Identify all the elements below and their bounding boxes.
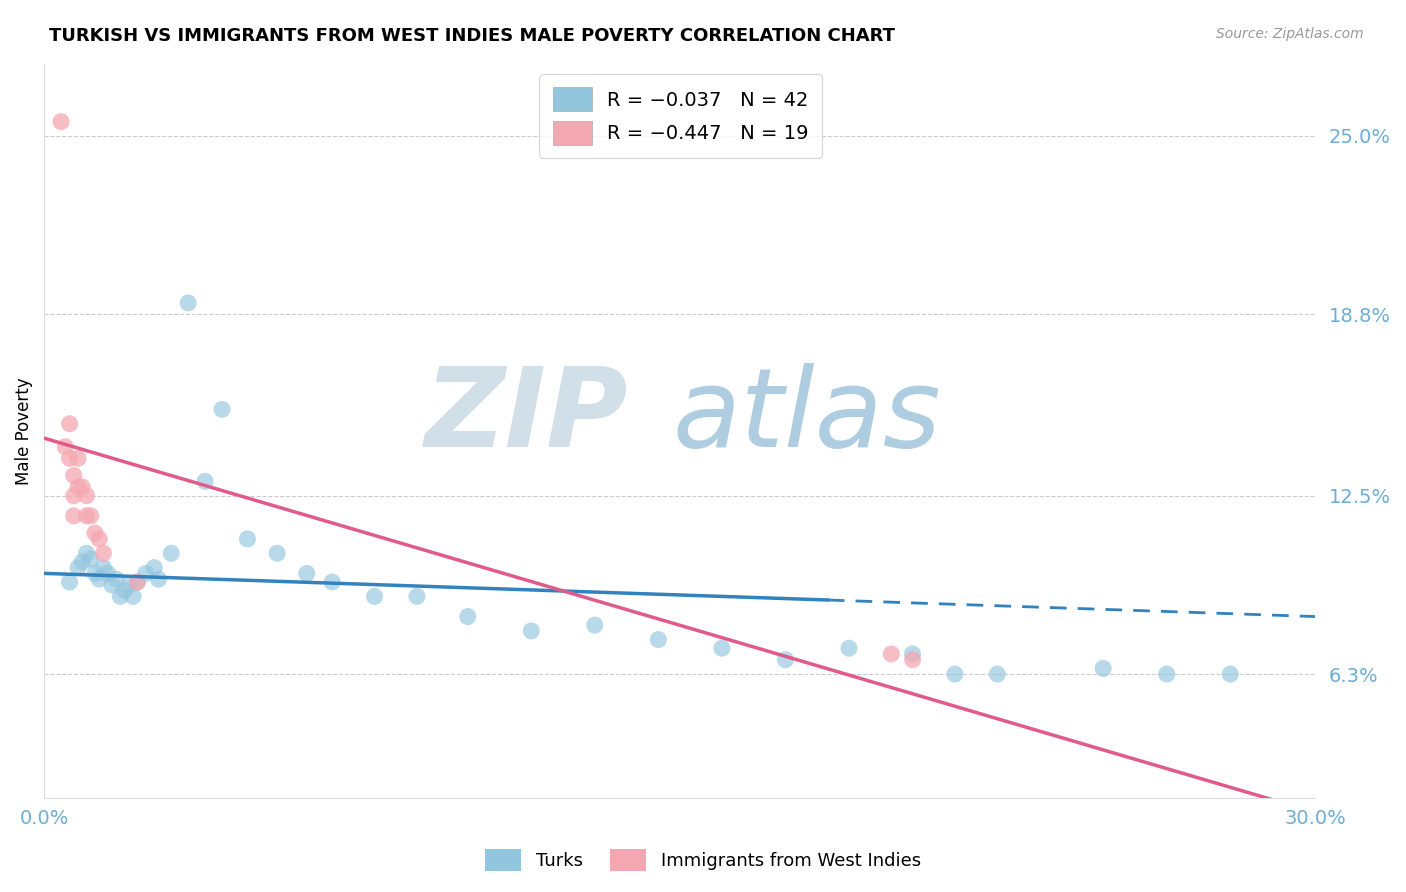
Point bbox=[80, 552, 103, 566]
Point bbox=[101, 578, 124, 592]
Point bbox=[105, 572, 128, 586]
Point bbox=[84, 566, 107, 581]
Point bbox=[135, 566, 157, 581]
Point bbox=[295, 566, 318, 581]
Point bbox=[93, 560, 115, 574]
Point bbox=[583, 618, 606, 632]
Point bbox=[76, 546, 98, 560]
Point bbox=[520, 624, 543, 638]
Point bbox=[943, 667, 966, 681]
Text: Source: ZipAtlas.com: Source: ZipAtlas.com bbox=[1216, 27, 1364, 41]
Text: ZIP: ZIP bbox=[425, 363, 628, 470]
Point bbox=[76, 508, 98, 523]
Point bbox=[901, 653, 924, 667]
Point bbox=[710, 641, 733, 656]
Point bbox=[122, 590, 145, 604]
Point bbox=[880, 647, 903, 661]
Point bbox=[89, 572, 111, 586]
Point bbox=[58, 417, 80, 431]
Point bbox=[62, 468, 84, 483]
Point bbox=[321, 574, 343, 589]
Point bbox=[127, 574, 149, 589]
Point bbox=[110, 590, 132, 604]
Point bbox=[1219, 667, 1241, 681]
Point bbox=[901, 647, 924, 661]
Point bbox=[148, 572, 170, 586]
Point bbox=[1092, 661, 1115, 675]
Point bbox=[66, 480, 89, 494]
Point bbox=[127, 574, 149, 589]
Point bbox=[266, 546, 288, 560]
Point bbox=[363, 590, 385, 604]
Point bbox=[70, 480, 93, 494]
Point bbox=[53, 440, 76, 454]
Point bbox=[211, 402, 233, 417]
Point bbox=[236, 532, 259, 546]
Point bbox=[66, 451, 89, 466]
Point bbox=[93, 546, 115, 560]
Point bbox=[457, 609, 479, 624]
Legend: R = −0.037   N = 42, R = −0.447   N = 19: R = −0.037 N = 42, R = −0.447 N = 19 bbox=[538, 74, 823, 158]
Point bbox=[97, 566, 120, 581]
Point bbox=[143, 560, 166, 574]
Point bbox=[80, 508, 103, 523]
Point bbox=[76, 489, 98, 503]
Text: atlas: atlas bbox=[672, 363, 941, 470]
Point bbox=[160, 546, 183, 560]
Point bbox=[70, 555, 93, 569]
Point bbox=[58, 451, 80, 466]
Point bbox=[62, 508, 84, 523]
Point bbox=[647, 632, 669, 647]
Point bbox=[406, 590, 429, 604]
Point bbox=[775, 653, 797, 667]
Point bbox=[838, 641, 860, 656]
Point bbox=[177, 296, 200, 310]
Point bbox=[114, 583, 136, 598]
Point bbox=[89, 532, 111, 546]
Point bbox=[986, 667, 1008, 681]
Point bbox=[66, 560, 89, 574]
Point bbox=[194, 475, 217, 489]
Point bbox=[84, 526, 107, 541]
Text: TURKISH VS IMMIGRANTS FROM WEST INDIES MALE POVERTY CORRELATION CHART: TURKISH VS IMMIGRANTS FROM WEST INDIES M… bbox=[49, 27, 896, 45]
Point bbox=[49, 114, 72, 128]
Y-axis label: Male Poverty: Male Poverty bbox=[15, 377, 32, 484]
Point bbox=[1156, 667, 1178, 681]
Legend: Turks, Immigrants from West Indies: Turks, Immigrants from West Indies bbox=[478, 842, 928, 879]
Point bbox=[118, 578, 141, 592]
Point bbox=[58, 574, 80, 589]
Point bbox=[62, 489, 84, 503]
